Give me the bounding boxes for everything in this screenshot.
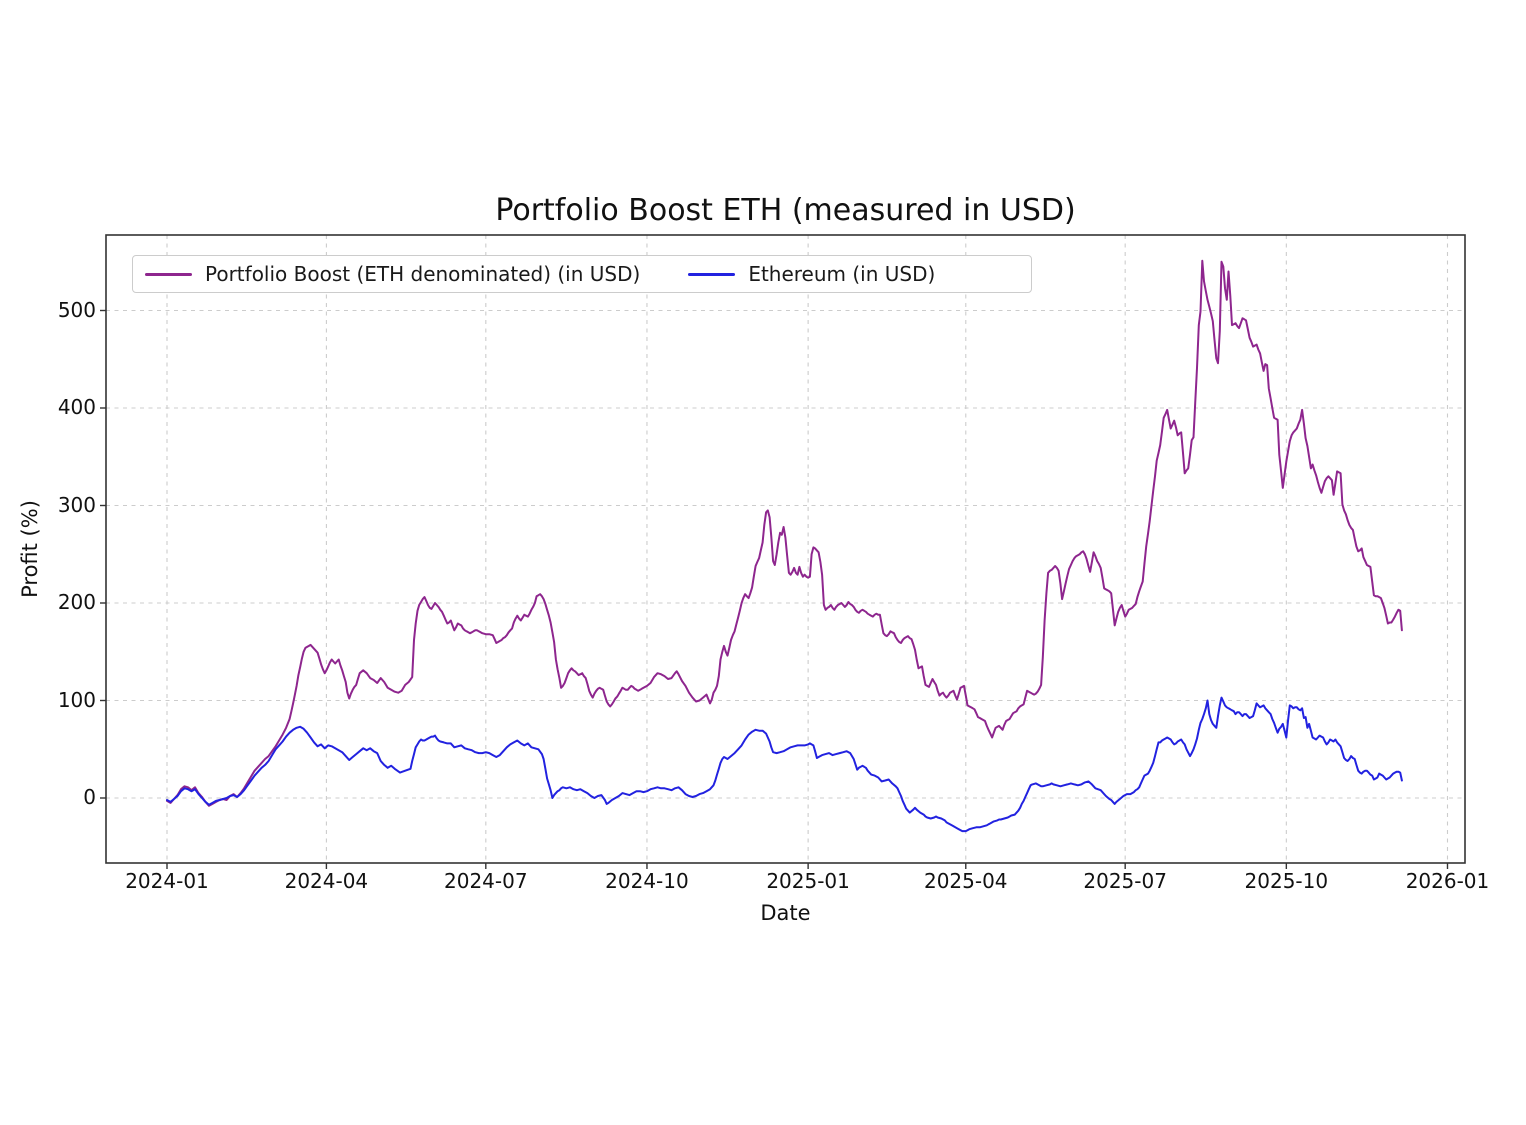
x-tick-label-2025-01: 2025-01 xyxy=(766,869,850,893)
x-tick-label-2025-04: 2025-04 xyxy=(923,869,1008,893)
y-tick-label-400: 400 xyxy=(57,395,96,419)
chart-title: Portfolio Boost ETH (measured in USD) xyxy=(495,193,1076,228)
ethereum-line-swatch-icon xyxy=(688,272,736,276)
plot-border xyxy=(105,234,1466,864)
x-tick-label-2024-01: 2024-01 xyxy=(125,869,209,893)
legend-item-ethereum: Ethereum (in USD) xyxy=(688,262,935,286)
y-tick-label-500: 500 xyxy=(57,297,96,322)
x-tick-label-2025-07: 2025-07 xyxy=(1083,869,1167,893)
y-axis-label: Profit (%) xyxy=(18,500,42,598)
x-tick-label-2024-04: 2024-04 xyxy=(284,869,369,893)
legend-item-portfolio-boost: Portfolio Boost (ETH denominated) (in US… xyxy=(145,262,640,286)
legend-label-portfolio-boost: Portfolio Boost (ETH denominated) (in US… xyxy=(205,262,641,286)
legend-label-ethereum: Ethereum (in USD) xyxy=(748,262,936,286)
x-tick-label-2024-07: 2024-07 xyxy=(444,869,528,893)
y-tick-label-0: 0 xyxy=(83,785,96,809)
ethereum-line xyxy=(166,696,1403,833)
portfolio-boost-line-swatch-icon xyxy=(145,272,192,276)
y-tick-label-300: 300 xyxy=(57,492,96,517)
x-tick-label-2024-10: 2024-10 xyxy=(605,869,689,893)
y-tick-label-100: 100 xyxy=(57,687,96,712)
x-tick-label-2026-01: 2026-01 xyxy=(1405,869,1490,893)
legend: Portfolio Boost (ETH denominated) (in US… xyxy=(132,255,1032,293)
x-tick-label-2025-10: 2025-10 xyxy=(1244,869,1329,893)
x-axis-label: Date xyxy=(760,901,811,925)
portfolio-boost-line xyxy=(166,259,1403,807)
y-tick-label-200: 200 xyxy=(57,590,96,614)
